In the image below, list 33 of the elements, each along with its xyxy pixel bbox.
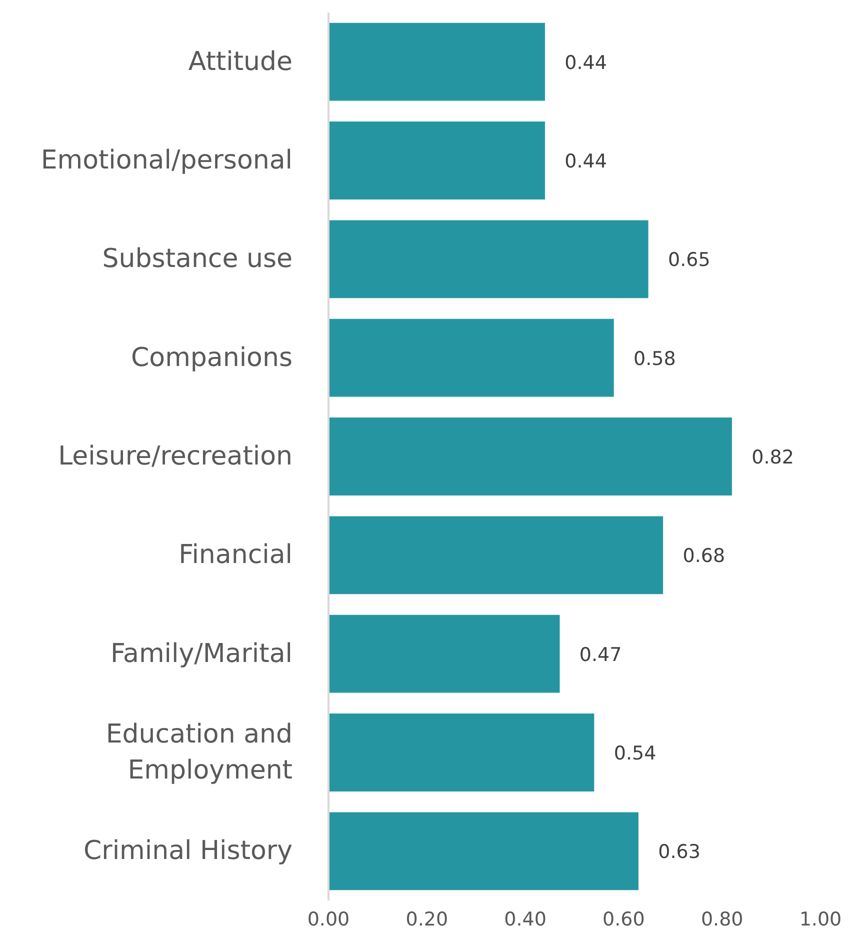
y-tick-label: Education and Employment (106, 720, 293, 786)
bar (328, 220, 648, 298)
data-label: 0.54 (614, 742, 656, 764)
x-tick-label: 0.40 (504, 908, 546, 930)
data-label: 0.65 (668, 249, 710, 272)
data-label: 0.44 (564, 150, 607, 172)
y-tick-label: Emotional/personal (40, 146, 293, 176)
bar (328, 812, 638, 890)
bar (328, 614, 560, 693)
y-tick-label: Family/Marital (110, 638, 293, 669)
y-tick-label: Companions (131, 342, 293, 373)
x-tick-label: 1.00 (799, 908, 842, 930)
bar (328, 122, 545, 200)
data-label: 0.44 (564, 52, 607, 74)
x-tick-label: 0.20 (406, 908, 448, 930)
data-label: 0.82 (752, 446, 794, 468)
data-label: 0.47 (579, 644, 622, 666)
data-label: 0.63 (658, 841, 700, 864)
bar (328, 418, 732, 496)
bar (328, 516, 664, 594)
y-tick-label: Leisure/recreation (58, 442, 292, 472)
x-tick-label: 0.60 (602, 908, 645, 930)
data-label: 0.58 (634, 348, 676, 370)
x-tick-label: 0.80 (700, 908, 744, 930)
bar (328, 714, 594, 792)
y-tick-label: Substance use (102, 244, 293, 274)
y-tick-label: Financial (178, 540, 293, 570)
y-tick-label: Criminal History (83, 836, 292, 866)
y-tick-label: Attitude (188, 46, 293, 77)
bar (328, 22, 545, 101)
x-tick-label: 0.00 (307, 908, 350, 930)
data-label: 0.68 (682, 545, 726, 568)
bar (328, 318, 614, 397)
